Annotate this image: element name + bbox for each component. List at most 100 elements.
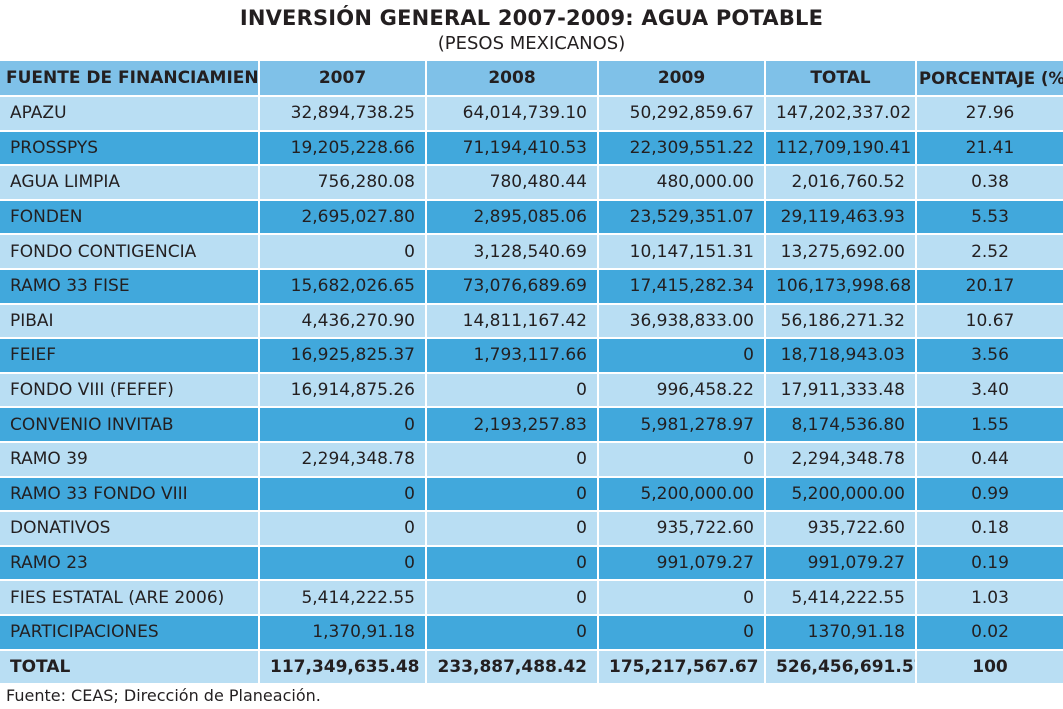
table-row: AGUA LIMPIA 756,280.08 780,480.44 480,000.0… xyxy=(0,166,1063,201)
table-row: RAMO 33 FONDO VIII 0 0 5,200,000.00 5,200,00… xyxy=(0,477,1063,513)
cell-source: RAMO 33 FONDO VIII xyxy=(0,477,260,513)
header-source: FUENTE DE FINANCIAMIENTO xyxy=(0,61,260,97)
cell-2009: 996,458.22 xyxy=(599,373,766,409)
cell-2008: 2,193,257.83 xyxy=(427,408,599,443)
cell-source: CONVENIO INVITAB xyxy=(0,408,260,443)
cell-2008: 0 xyxy=(427,373,599,409)
cell-total: 5,200,000.00 xyxy=(766,477,917,513)
cell-source: PIBAI xyxy=(0,304,260,340)
cell-2009: 10,147,151.31 xyxy=(599,235,766,270)
cell-2007: 0 xyxy=(260,512,427,547)
cell-2008: 2,895,085.06 xyxy=(427,200,599,236)
cell-2007: 5,414,222.55 xyxy=(260,581,427,616)
cell-2008: 71,194,410.53 xyxy=(427,131,599,167)
header-2007: 2007 xyxy=(260,61,427,97)
cell-source: AGUA LIMPIA xyxy=(0,166,260,201)
cell-percentage: 3.40 xyxy=(917,373,1063,409)
cell-2009: 50,292,859.67 xyxy=(599,97,766,132)
cell-2009: 0 xyxy=(599,442,766,478)
table-row: APAZU 32,894,738.25 64,014,739.10 50,292,85… xyxy=(0,97,1063,132)
cell-2007: 756,280.08 xyxy=(260,166,427,201)
cell-2009: 36,938,833.00 xyxy=(599,304,766,340)
cell-2007: 1,370,91.18 xyxy=(260,615,427,651)
cell-2008: 64,014,739.10 xyxy=(427,97,599,132)
total-cell-2009: 175,217,567.67 xyxy=(599,650,766,686)
table-row: PROSSPYS 19,205,228.66 71,194,410.53 22,309… xyxy=(0,131,1063,167)
cell-2008: 0 xyxy=(427,615,599,651)
table-title: INVERSIÓN GENERAL 2007-2009: AGUA POTABL… xyxy=(239,6,824,30)
cell-source: RAMO 23 xyxy=(0,546,260,582)
cell-2007: 16,914,875.26 xyxy=(260,373,427,409)
cell-total: 5,414,222.55 xyxy=(766,581,917,616)
investment-table: FUENTE DE FINANCIAMIENTO 2007 2008 2009 … xyxy=(0,61,1063,686)
cell-2009: 480,000.00 xyxy=(599,166,766,201)
cell-2008: 0 xyxy=(427,546,599,582)
cell-2009: 935,722.60 xyxy=(599,512,766,547)
table-row: CONVENIO INVITAB 0 2,193,257.83 5,981,278.9… xyxy=(0,408,1063,443)
cell-source: RAMO 33 FISE xyxy=(0,269,260,305)
cell-total: 2,294,348.78 xyxy=(766,442,917,478)
cell-2007: 2,294,348.78 xyxy=(260,442,427,478)
total-cell-source: TOTAL xyxy=(0,650,260,686)
cell-2008: 0 xyxy=(427,442,599,478)
cell-2007: 19,205,228.66 xyxy=(260,131,427,167)
cell-total: 106,173,998.68 xyxy=(766,269,917,305)
cell-percentage: 20.17 xyxy=(917,269,1063,305)
cell-percentage: 21.41 xyxy=(917,131,1063,167)
cell-source: PARTICIPACIONES xyxy=(0,615,260,651)
cell-2008: 73,076,689.69 xyxy=(427,269,599,305)
cell-percentage: 1.55 xyxy=(917,408,1063,443)
cell-2009: 22,309,551.22 xyxy=(599,131,766,167)
cell-source: FONDO VIII (FEFEF) xyxy=(0,373,260,409)
total-cell-total: 526,456,691.57 xyxy=(766,650,917,686)
table-row: RAMO 33 FISE 15,682,026.65 73,076,689.69 17… xyxy=(0,269,1063,305)
cell-total: 147,202,337.02 xyxy=(766,97,917,132)
cell-percentage: 5.53 xyxy=(917,200,1063,236)
cell-total: 1370,91.18 xyxy=(766,615,917,651)
table-subtitle: (PESOS MEXICANOS) xyxy=(437,33,626,54)
cell-2008: 780,480.44 xyxy=(427,166,599,201)
header-2008: 2008 xyxy=(427,61,599,97)
cell-2007: 0 xyxy=(260,477,427,513)
cell-source: RAMO 39 xyxy=(0,442,260,478)
cell-percentage: 0.44 xyxy=(917,442,1063,478)
table-row: RAMO 23 0 0 991,079.27 991,079.27 0.19 xyxy=(0,546,1063,582)
cell-2009: 17,415,282.34 xyxy=(599,269,766,305)
cell-total: 13,275,692.00 xyxy=(766,235,917,270)
cell-total: 18,718,943.03 xyxy=(766,339,917,374)
total-row: TOTAL 117,349,635.48 233,887,488.42 175,217… xyxy=(0,650,1063,686)
cell-2007: 2,695,027.80 xyxy=(260,200,427,236)
cell-source: APAZU xyxy=(0,97,260,132)
total-cell-2007: 117,349,635.48 xyxy=(260,650,427,686)
table-row: RAMO 39 2,294,348.78 0 0 2,294,348.78 0.44 xyxy=(0,442,1063,478)
cell-total: 8,174,536.80 xyxy=(766,408,917,443)
cell-percentage: 1.03 xyxy=(917,581,1063,616)
cell-2007: 0 xyxy=(260,546,427,582)
cell-2008: 0 xyxy=(427,477,599,513)
table-row: FEIEF 16,925,825.37 1,793,117.66 0 18,718,94… xyxy=(0,339,1063,374)
cell-percentage: 2.52 xyxy=(917,235,1063,270)
cell-percentage: 27.96 xyxy=(917,97,1063,132)
cell-total: 17,911,333.48 xyxy=(766,373,917,409)
cell-2007: 0 xyxy=(260,235,427,270)
cell-2008: 14,811,167.42 xyxy=(427,304,599,340)
cell-2009: 23,529,351.07 xyxy=(599,200,766,236)
header-row: FUENTE DE FINANCIAMIENTO 2007 2008 2009 … xyxy=(0,61,1063,97)
cell-2009: 5,981,278.97 xyxy=(599,408,766,443)
header-percentage: PORCENTAJE (%) xyxy=(917,61,1063,97)
source-note: Fuente: CEAS; Dirección de Planeación. xyxy=(6,686,321,705)
cell-source: FEIEF xyxy=(0,339,260,374)
cell-total: 112,709,190.41 xyxy=(766,131,917,167)
table-row: PIBAI 4,436,270.90 14,811,167.42 36,938,833… xyxy=(0,304,1063,340)
header-2009: 2009 xyxy=(599,61,766,97)
cell-percentage: 0.02 xyxy=(917,615,1063,651)
cell-2007: 15,682,026.65 xyxy=(260,269,427,305)
cell-total: 935,722.60 xyxy=(766,512,917,547)
cell-percentage: 0.38 xyxy=(917,166,1063,201)
cell-2007: 32,894,738.25 xyxy=(260,97,427,132)
cell-source: FONDEN xyxy=(0,200,260,236)
cell-2008: 3,128,540.69 xyxy=(427,235,599,270)
cell-2008: 0 xyxy=(427,512,599,547)
table-row: DONATIVOS 0 0 935,722.60 935,722.60 0.18 xyxy=(0,512,1063,547)
cell-2009: 0 xyxy=(599,339,766,374)
